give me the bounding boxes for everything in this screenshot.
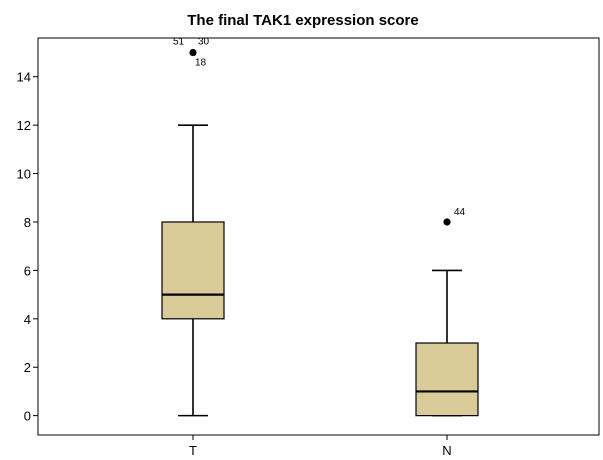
box-iqr: [161, 221, 225, 320]
y-tick-label: 0: [24, 409, 31, 424]
box-iqr: [415, 342, 479, 417]
y-axis: 0 2 4 6 8 10 12 14: [17, 70, 38, 424]
x-tick-label: N: [442, 443, 451, 458]
y-tick-label: 6: [24, 263, 31, 278]
plot-frame: [37, 37, 600, 436]
outlier-label: 44: [454, 207, 466, 218]
x-tick-label: T: [189, 443, 197, 458]
boxes: 51 30 18 44: [161, 37, 479, 417]
outlier-label: 30: [198, 37, 210, 48]
y-tick-label: 12: [17, 118, 31, 133]
y-tick-label: 2: [24, 360, 31, 375]
outlier-point: [189, 48, 197, 57]
y-tick-label: 14: [17, 70, 31, 85]
box-T: 51 30 18: [161, 37, 225, 417]
box-N: 44: [415, 207, 479, 417]
chart-title: The final TAK1 expression score: [187, 12, 418, 29]
outlier-label: 18: [195, 58, 207, 69]
y-tick-label: 10: [17, 167, 31, 182]
y-tick-label: 4: [24, 312, 31, 327]
outlier-point: [443, 218, 451, 226]
outlier-label: 51: [173, 37, 185, 48]
y-tick-label: 8: [24, 215, 31, 230]
